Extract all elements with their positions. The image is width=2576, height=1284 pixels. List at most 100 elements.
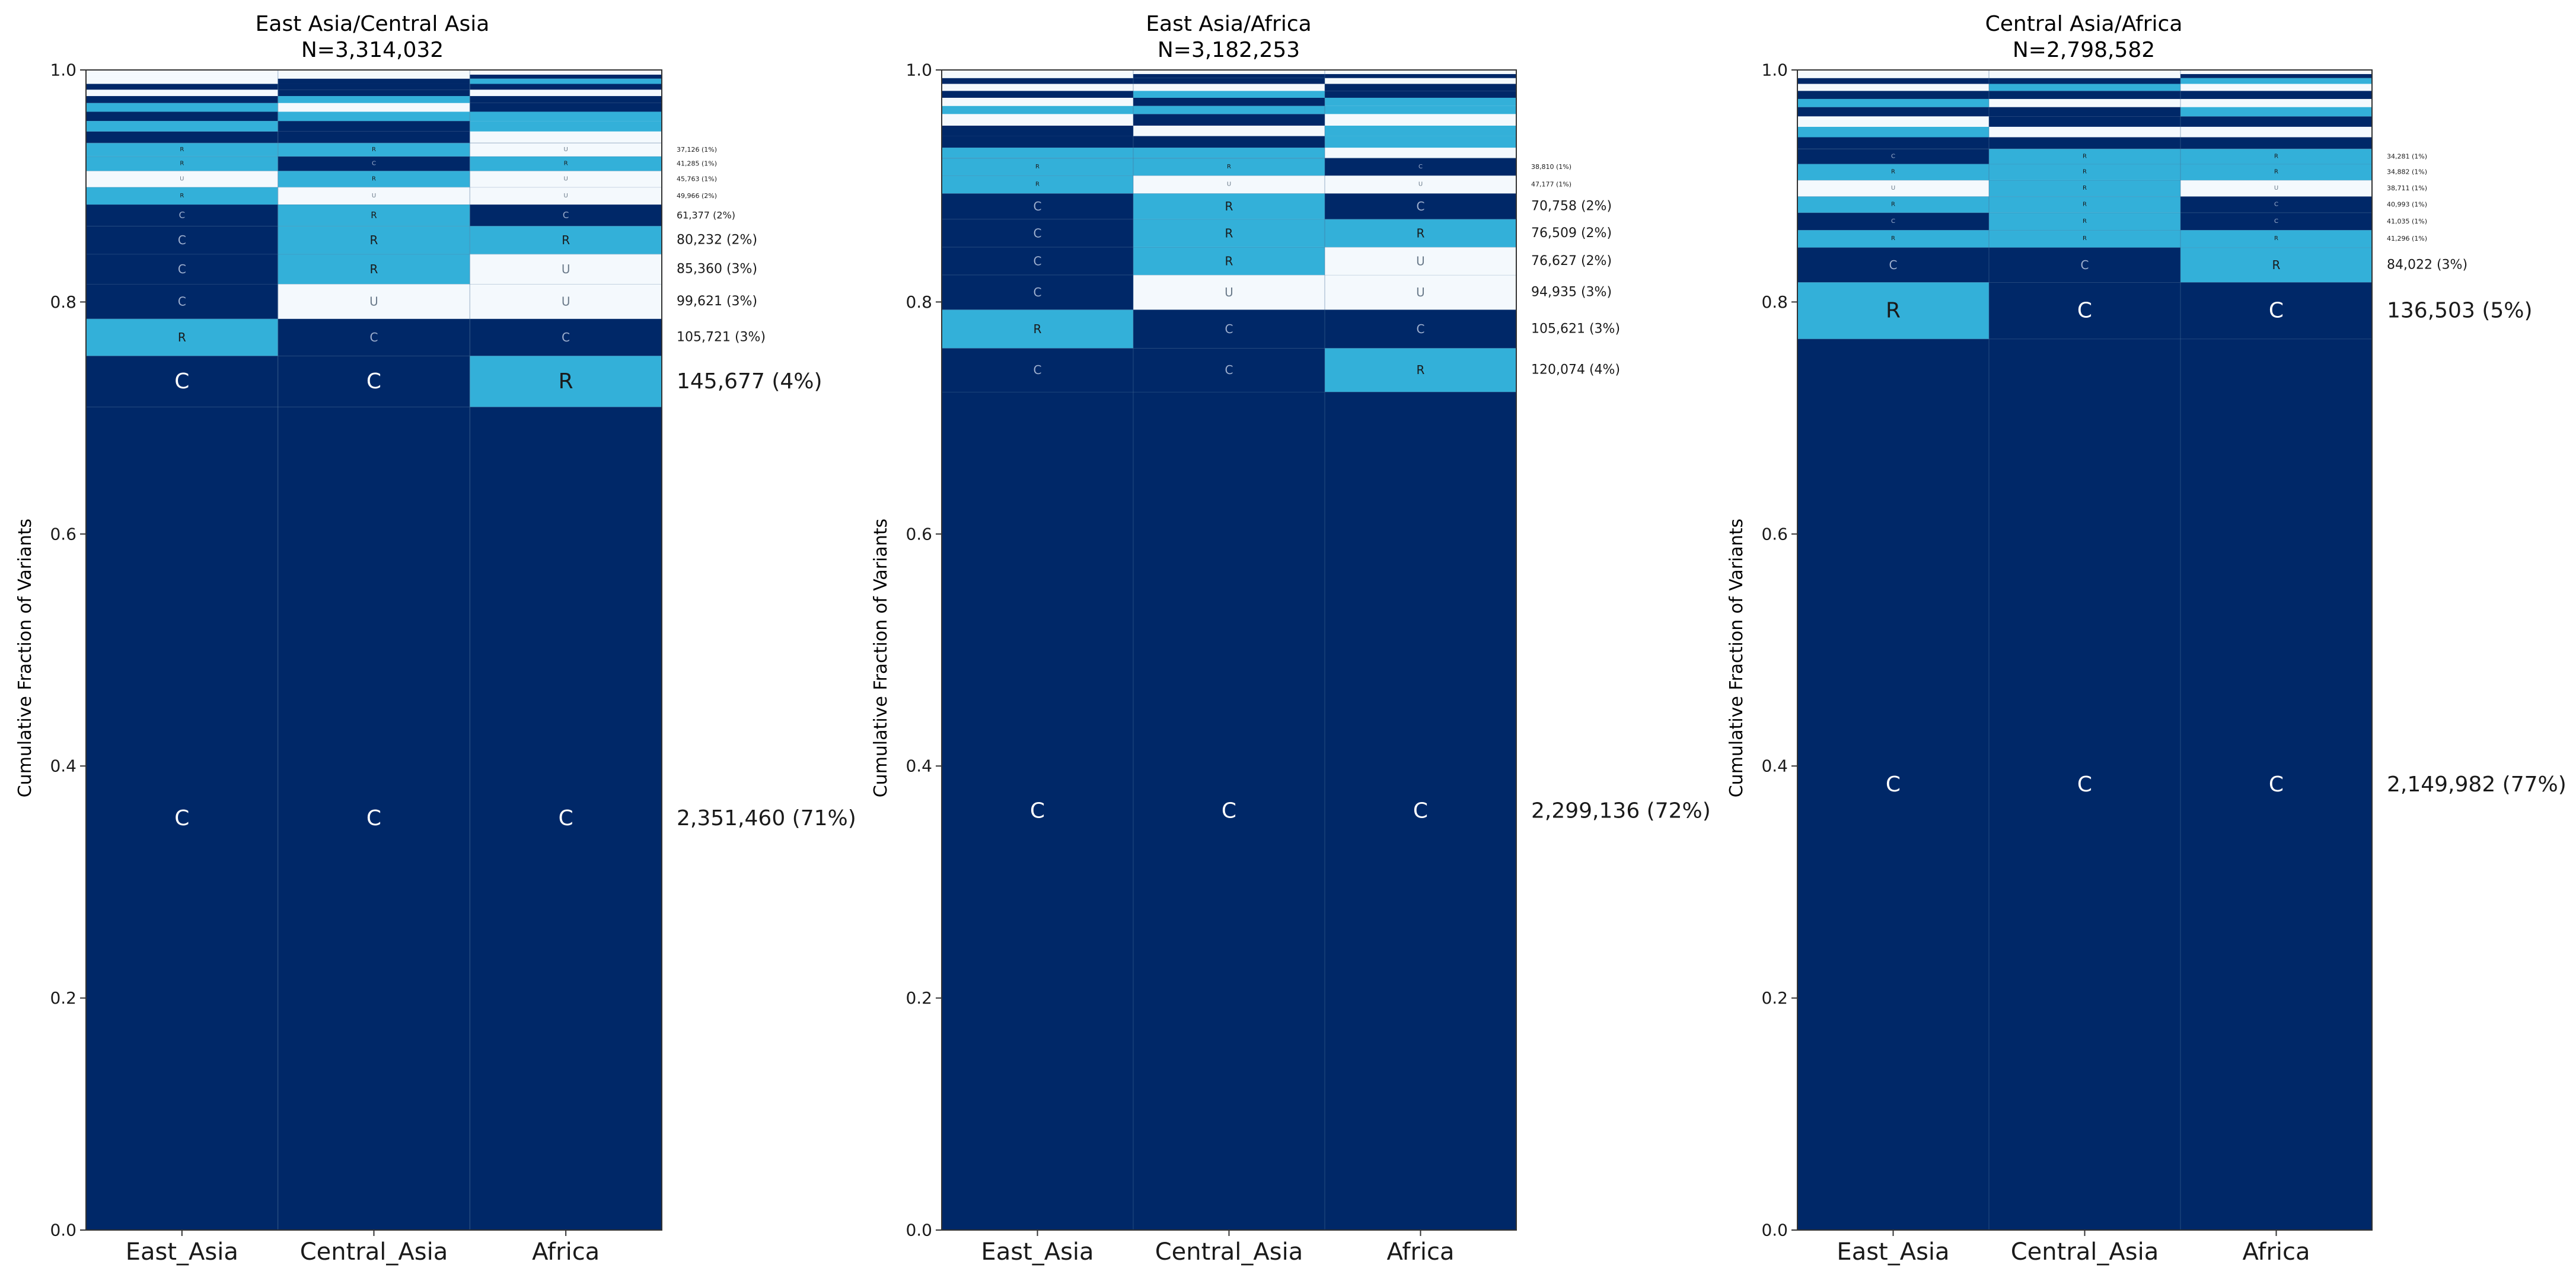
stack-segment [86, 187, 278, 205]
stack-segment [2180, 74, 2372, 78]
stack-segment [1797, 149, 1989, 164]
stack-segment [470, 96, 662, 103]
stack-segment [470, 254, 662, 285]
cell-code: R [372, 175, 376, 182]
stack-segment [470, 70, 662, 75]
x-tick-label: Central_Asia [2011, 1238, 2159, 1266]
stack-segment [1133, 309, 1325, 349]
stack-segment [1325, 91, 1516, 98]
cell-code: R [2083, 185, 2087, 191]
cell-code: C [1034, 226, 1042, 240]
stack-segment [1989, 212, 2180, 231]
cell-code: C [2274, 218, 2278, 225]
cell-code: C [1891, 153, 1895, 159]
cell-code: R [1225, 254, 1233, 268]
cell-code: C [178, 233, 186, 247]
stack-segment [86, 111, 278, 122]
stack-segment [86, 70, 278, 75]
segment-count-label: 99,621 (3%) [677, 294, 757, 309]
stack-segment [86, 96, 278, 103]
stack-segment [1325, 309, 1516, 349]
cell-code: U [564, 175, 568, 182]
stack-segment [1133, 91, 1325, 98]
cell-code: U [1416, 254, 1425, 268]
cell-code: R [1227, 164, 1231, 170]
stack-segment [470, 121, 662, 132]
segment-count-label: 76,509 (2%) [1531, 226, 1612, 241]
cell-code: C [2269, 298, 2284, 322]
cell-code: R [2274, 235, 2278, 242]
y-tick-label: 0.4 [1761, 756, 1788, 776]
cell-code: R [562, 233, 570, 247]
cell-code: C [2081, 258, 2089, 272]
cell-code: C [1417, 322, 1425, 336]
stack-segment [470, 205, 662, 226]
stack-segment [942, 247, 1133, 275]
stack-segment [1797, 98, 1989, 107]
stack-segment [1133, 97, 1325, 106]
cell-code: U [562, 294, 570, 308]
x-tick-label: Africa [2242, 1238, 2310, 1266]
stack-segment [942, 78, 1133, 84]
cell-code: U [562, 262, 570, 276]
stack-segment [2180, 84, 2372, 91]
cell-code: C [2077, 298, 2092, 322]
cell-code: R [1225, 199, 1233, 213]
cell-code: R [2083, 202, 2087, 208]
stack-segment [86, 254, 278, 285]
x-tick-label: Africa [1386, 1238, 1454, 1266]
stack-segment [278, 318, 470, 356]
cell-code: R [1886, 298, 1901, 322]
stack-segment [1325, 84, 1516, 91]
plot-area: C C C 2,351,460 (71%) C C R 145,677 (4%) R C C 105,… [50, 60, 856, 1266]
y-tick-label: 0.2 [50, 988, 76, 1008]
cell-code: C [1886, 772, 1901, 797]
stack-segment [1133, 114, 1325, 126]
stack-segment [942, 274, 1133, 310]
stack-segment [86, 356, 278, 407]
stack-segment [278, 78, 470, 84]
stack-segment [278, 121, 470, 132]
segment-count-label: 34,882 (1%) [2387, 168, 2427, 176]
stack-segment [1797, 282, 1989, 339]
segment-count-label: 38,810 (1%) [1531, 163, 1571, 171]
stack-segment [278, 111, 470, 122]
y-tick-label: 0.2 [906, 988, 932, 1008]
stack-segment [1989, 247, 2180, 283]
stack-segment [278, 205, 470, 226]
stack-segment [470, 143, 662, 156]
stack-segment [470, 103, 662, 112]
segment-count-label: 2,149,982 (77%) [2387, 772, 2567, 797]
stack-segment [942, 392, 1133, 1230]
cell-code: C [1225, 322, 1233, 336]
cell-code: C [1417, 199, 1425, 213]
y-axis-label: Cumulative Fraction of Variants [15, 519, 36, 798]
stack-segment [86, 318, 278, 356]
stack-segment [1325, 274, 1516, 310]
cell-code: R [2083, 153, 2087, 159]
cell-code: C [1889, 258, 1898, 272]
stack-segment [1325, 97, 1516, 106]
stack-segment [1797, 126, 1989, 138]
cell-code: C [178, 294, 186, 308]
segment-count-label: 47,177 (1%) [1531, 181, 1571, 189]
stack-segment [942, 219, 1133, 247]
stack-segment [86, 156, 278, 171]
cell-code: R [180, 161, 184, 167]
stack-segment [1797, 247, 1989, 283]
stack-segment [2180, 70, 2372, 74]
y-tick-label: 0.0 [50, 1221, 76, 1240]
stack-segment [1133, 219, 1325, 247]
stack-segment [1325, 175, 1516, 194]
stack-segment [470, 90, 662, 97]
stack-segment [942, 136, 1133, 148]
stack-segment [470, 84, 662, 90]
cell-code: C [1034, 363, 1042, 377]
stack-segment [470, 284, 662, 319]
stack-segment [2180, 78, 2372, 84]
cell-code: C [1034, 285, 1042, 299]
stack-segment [1133, 70, 1325, 74]
stack-segment [1133, 148, 1325, 158]
x-tick-label: East_Asia [126, 1238, 238, 1266]
stack-segment [942, 70, 1133, 74]
